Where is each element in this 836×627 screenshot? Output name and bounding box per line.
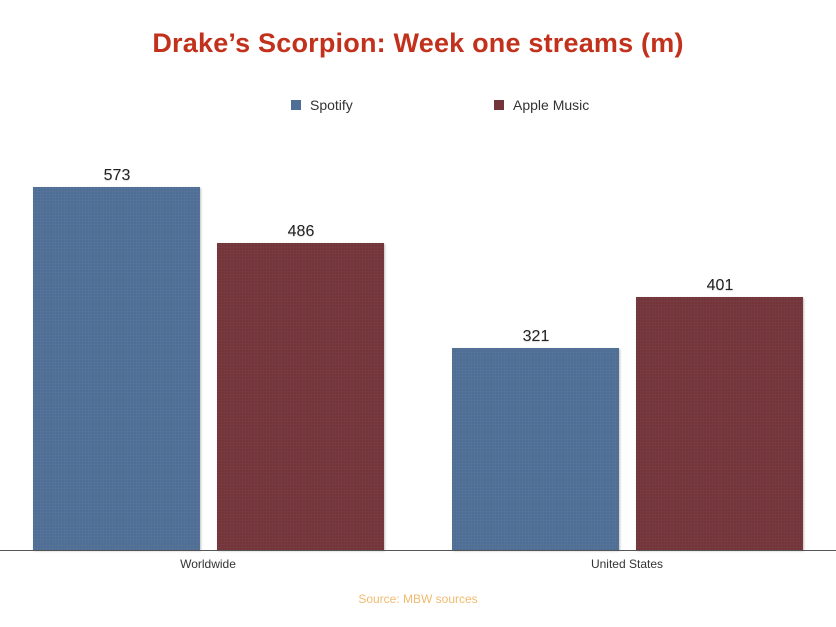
- bar-worldwide-spotify: [33, 187, 200, 550]
- source-note: Source: MBW sources: [358, 592, 478, 606]
- legend-item-spotify: Spotify: [291, 97, 353, 113]
- chart-title: Drake’s Scorpion: Week one streams (m): [152, 28, 684, 58]
- legend-label-apple-music: Apple Music: [513, 97, 590, 113]
- legend-label-spotify: Spotify: [310, 97, 353, 113]
- legend-swatch-apple-music-icon: [494, 100, 504, 110]
- legend-swatch-spotify-icon: [291, 100, 301, 110]
- bar-us-spotify: [452, 348, 619, 550]
- category-label-united-states: United States: [590, 557, 664, 571]
- value-label-us-apple-music: 401: [706, 277, 734, 294]
- category-label-worldwide: Worldwide: [180, 557, 236, 571]
- legend-item-apple-music: Apple Music: [494, 97, 589, 113]
- value-label-worldwide-spotify: 573: [103, 167, 131, 184]
- value-label-worldwide-apple-music: 486: [287, 223, 315, 240]
- bar-worldwide-apple-music: [217, 243, 384, 550]
- x-axis-line: [0, 550, 836, 551]
- bar-us-apple-music: [636, 297, 803, 550]
- value-label-us-spotify: 321: [522, 328, 550, 345]
